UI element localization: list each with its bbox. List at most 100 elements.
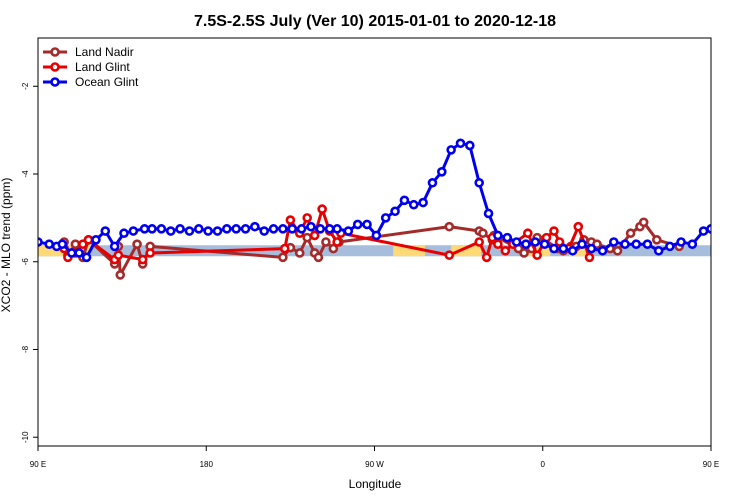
- data-point: [493, 239, 503, 249]
- data-point: [70, 239, 81, 249]
- y-tick-label: -10: [21, 431, 30, 443]
- data-point: [74, 248, 84, 258]
- data-point: [625, 228, 636, 239]
- data-point: [139, 224, 150, 234]
- chart-title: 7.5S-2.5S July (Ver 10) 2015-01-01 to 20…: [194, 13, 556, 30]
- data-point: [521, 239, 531, 249]
- legend-item: Ocean Glint: [43, 75, 139, 89]
- data-point: [519, 248, 529, 258]
- data-point: [109, 241, 120, 252]
- data-point: [57, 239, 68, 249]
- data-point: [66, 248, 77, 258]
- data-point: [317, 204, 327, 214]
- data-point: [500, 245, 511, 256]
- legend-marker: [50, 62, 60, 72]
- data-point: [444, 221, 455, 232]
- data-point: [481, 252, 492, 263]
- data-point: [532, 250, 542, 260]
- legend-label: Ocean Glint: [75, 75, 139, 89]
- data-point: [390, 206, 400, 217]
- data-point: [306, 221, 316, 232]
- data-point: [511, 237, 522, 247]
- y-tick-label: -8: [21, 345, 30, 353]
- data-point: [698, 226, 709, 236]
- data-point: [91, 235, 101, 245]
- data-point: [706, 224, 711, 234]
- data-point: [653, 245, 664, 256]
- data-point: [352, 219, 363, 230]
- data-point: [113, 250, 124, 260]
- data-point: [279, 243, 290, 254]
- data-point: [502, 232, 513, 243]
- data-point: [212, 226, 223, 236]
- data-point: [184, 226, 195, 236]
- data-point: [554, 237, 565, 247]
- data-point: [620, 239, 630, 249]
- data-point: [573, 221, 584, 232]
- y-tick-label: -6: [21, 258, 30, 266]
- data-point: [324, 224, 335, 234]
- data-point: [577, 239, 587, 249]
- data-point: [474, 237, 484, 247]
- legend-marker: [50, 77, 60, 87]
- data-point: [483, 208, 494, 219]
- x-tick-label: 90 E: [30, 460, 46, 469]
- data-point: [446, 145, 456, 155]
- data-point: [530, 237, 541, 247]
- data-point: [287, 224, 298, 234]
- data-point: [332, 224, 342, 234]
- data-point: [465, 140, 475, 151]
- x-tick-label: 90 E: [703, 460, 719, 469]
- data-point: [332, 237, 342, 247]
- data-point: [240, 224, 251, 234]
- data-point: [119, 228, 129, 239]
- data-point: [586, 243, 597, 254]
- data-point: [137, 254, 148, 265]
- data-point: [147, 224, 157, 234]
- data-point: [302, 232, 313, 243]
- data-point: [608, 237, 619, 247]
- data-point: [294, 248, 305, 258]
- data-point: [418, 197, 428, 208]
- data-point: [302, 213, 313, 223]
- data-point: [222, 224, 232, 234]
- data-point: [328, 243, 339, 254]
- legend-marker: [50, 47, 60, 57]
- data-point: [380, 213, 391, 223]
- data-point: [285, 215, 296, 225]
- data-point: [278, 252, 288, 263]
- data-point: [165, 226, 176, 236]
- data-point: [427, 177, 438, 188]
- data-point: [145, 248, 155, 258]
- data-point: [38, 237, 43, 247]
- data-point: [128, 226, 139, 236]
- data-point: [296, 224, 307, 234]
- data-point: [268, 224, 279, 234]
- data-point: [651, 235, 662, 245]
- data-point: [259, 226, 270, 236]
- data-point: [408, 199, 419, 210]
- data-point: [371, 230, 382, 241]
- data-point: [315, 224, 326, 234]
- data-point: [203, 226, 213, 236]
- data-point: [44, 239, 55, 249]
- data-point: [436, 167, 447, 177]
- data-point: [478, 228, 488, 239]
- data-point: [474, 177, 484, 188]
- data-point: [313, 252, 324, 263]
- data-point: [250, 221, 260, 232]
- data-point: [81, 252, 92, 263]
- y-axis-title: XCO2 - MLO trend (ppm): [0, 178, 13, 313]
- legend-label: Land Glint: [75, 60, 130, 74]
- data-point: [231, 224, 241, 234]
- data-point: [175, 224, 185, 234]
- data-point: [549, 243, 559, 254]
- data-point: [612, 245, 623, 256]
- data-point: [343, 226, 354, 236]
- data-point: [132, 239, 142, 249]
- data-point: [309, 230, 320, 241]
- legend-item: Land Glint: [43, 60, 130, 74]
- data-point: [115, 270, 126, 280]
